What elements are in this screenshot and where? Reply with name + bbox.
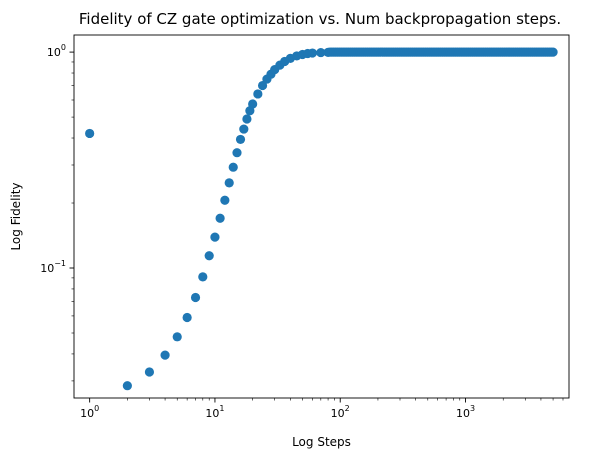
data-point — [242, 114, 252, 124]
data-point — [220, 195, 230, 205]
data-point — [224, 178, 234, 188]
data-point — [182, 312, 192, 323]
data-point — [190, 292, 201, 303]
data-point — [548, 47, 558, 57]
plot-frame — [73, 34, 570, 399]
data-point — [253, 89, 263, 99]
x-axis-label: Log Steps — [292, 435, 351, 449]
data-point — [204, 251, 214, 261]
data-points — [85, 47, 558, 391]
chart-title: Fidelity of CZ gate optimization vs. Num… — [79, 10, 561, 28]
data-point — [198, 272, 208, 282]
data-point — [172, 332, 182, 342]
data-point — [210, 232, 220, 242]
data-point — [144, 367, 155, 377]
data-point — [248, 99, 258, 109]
data-point — [122, 381, 132, 391]
data-point — [85, 128, 95, 139]
data-point — [228, 162, 238, 172]
data-point — [160, 350, 170, 360]
data-point — [239, 124, 249, 134]
data-point — [215, 213, 225, 223]
data-point — [235, 134, 246, 145]
data-point — [232, 148, 242, 158]
y-axis-label: Log Fidelity — [9, 182, 23, 250]
data-point — [316, 47, 326, 58]
data-point — [257, 80, 268, 91]
data-point — [307, 48, 318, 58]
